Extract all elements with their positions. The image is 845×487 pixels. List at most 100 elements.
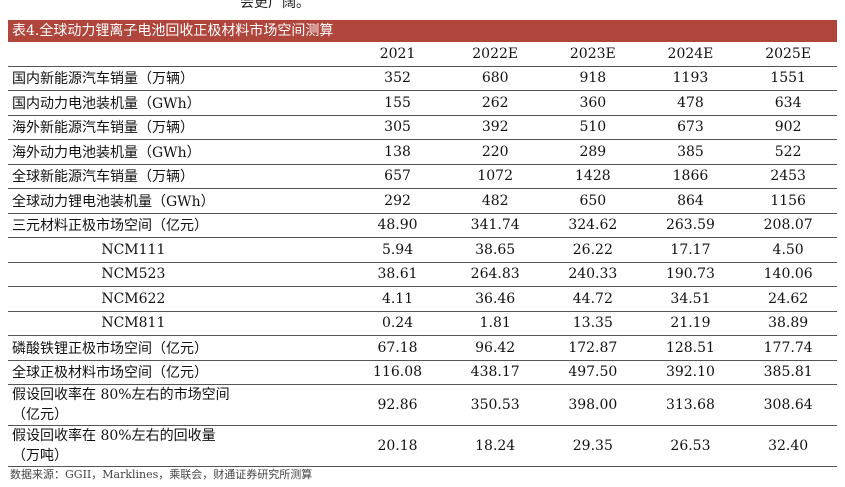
- row-label: NCM111: [8, 237, 349, 263]
- table-cell: 673: [641, 115, 740, 140]
- table-cell: 21.19: [641, 311, 740, 336]
- table-row: 国内动力电池装机量（GWh） 155 262 360 478 634: [8, 90, 837, 116]
- table-cell: 1193: [641, 66, 740, 91]
- table-cell: 116.08: [348, 360, 447, 385]
- table-cell: 26.53: [641, 425, 740, 467]
- table-cell: 1.81: [446, 311, 544, 336]
- row-label: 国内新能源汽车销量（万辆）: [8, 66, 349, 91]
- table-cell: 497.50: [544, 360, 642, 385]
- table-cell: 650: [544, 188, 642, 214]
- header-cell-2022e: 2022E: [446, 42, 544, 67]
- table-cell: 4.50: [739, 237, 837, 263]
- table-cell: 634: [739, 90, 837, 116]
- table-cell: 18.24: [446, 425, 544, 467]
- table-cell: 510: [544, 115, 642, 140]
- table-cell: 26.22: [544, 237, 642, 263]
- table-cell: 289: [544, 139, 642, 165]
- table-cell: 438.17: [446, 360, 544, 385]
- table-cell: 20.18: [348, 425, 447, 467]
- table-title: 表4.全球动力锂离子电池回收正极材料市场空间测算: [8, 20, 837, 42]
- table-cell: 38.61: [348, 262, 447, 287]
- market-space-table: 2021 2022E 2023E 2024E 2025E 国内新能源汽车销量（万…: [8, 42, 837, 467]
- row-label-line2: （亿元）: [12, 407, 68, 423]
- row-label: NCM622: [8, 286, 349, 312]
- table-row: 海外新能源汽车销量（万辆） 305 392 510 673 902: [8, 115, 837, 140]
- table-cell: 313.68: [641, 384, 740, 426]
- table-cell: 190.73: [641, 262, 740, 287]
- table-row: 三元材料正极市场空间（亿元） 48.90 341.74 324.62 263.5…: [8, 213, 837, 238]
- table-cell: 0.24: [348, 311, 447, 336]
- row-label: 全球动力锂电池装机量（GWh）: [8, 188, 349, 214]
- table-cell: 5.94: [348, 237, 447, 263]
- row-label: NCM811: [8, 311, 349, 336]
- table-cell: 92.86: [348, 384, 447, 426]
- table-row: 国内新能源汽车销量（万辆） 352 680 918 1193 1551: [8, 66, 837, 91]
- table-cell: 177.74: [739, 335, 837, 361]
- row-label: 海外新能源汽车销量（万辆）: [8, 115, 349, 140]
- table-cell: 240.33: [544, 262, 642, 287]
- table-row: NCM622 4.11 36.46 44.72 34.51 24.62: [8, 286, 837, 312]
- table-cell: 341.74: [446, 213, 544, 238]
- table-cell: 2453: [739, 164, 837, 189]
- table-cell: 398.00: [544, 384, 642, 426]
- table-cell: 264.83: [446, 262, 544, 287]
- source-note: 数据来源：GGII，Marklines，乘联会，财通证券研究所测算: [10, 468, 313, 481]
- table-cell: 17.17: [641, 237, 740, 263]
- table-cell: 38.89: [739, 311, 837, 336]
- table-cell: 1866: [641, 164, 740, 189]
- table-cell: 128.51: [641, 335, 740, 361]
- table-row: 假设回收率在 80%左右的回收量 （万吨） 20.18 18.24 29.35 2…: [8, 425, 837, 467]
- row-label: 国内动力电池装机量（GWh）: [8, 90, 349, 116]
- table-cell: 208.07: [739, 213, 837, 238]
- table-cell: 350.53: [446, 384, 544, 426]
- table-cell: 220: [446, 139, 544, 165]
- table-row: NCM811 0.24 1.81 13.35 21.19 38.89: [8, 311, 837, 336]
- row-label: 磷酸铁锂正极市场空间（亿元）: [8, 335, 349, 361]
- table-cell: 385.81: [739, 360, 837, 385]
- header-cell-2025e: 2025E: [739, 42, 837, 67]
- table-cell: 1551: [739, 66, 837, 91]
- row-label: 海外动力电池装机量（GWh）: [8, 139, 349, 165]
- table-cell: 292: [348, 188, 447, 214]
- row-label: 全球新能源汽车销量（万辆）: [8, 164, 349, 189]
- table-cell: 385: [641, 139, 740, 165]
- table-row: 磷酸铁锂正极市场空间（亿元） 67.18 96.42 172.87 128.51…: [8, 335, 837, 361]
- preceding-text-fragment: 会更广阔。: [240, 0, 310, 11]
- header-row: 2021 2022E 2023E 2024E 2025E: [8, 42, 837, 67]
- table-cell: 32.40: [739, 425, 837, 467]
- row-label-line2: （万吨）: [12, 448, 68, 464]
- row-label: 三元材料正极市场空间（亿元）: [8, 213, 349, 238]
- header-cell-2021: 2021: [348, 42, 447, 67]
- table-cell: 38.65: [446, 237, 544, 263]
- table-cell: 360: [544, 90, 642, 116]
- table-cell: 864: [641, 188, 740, 214]
- table-cell: 4.11: [348, 286, 447, 312]
- table-cell: 902: [739, 115, 837, 140]
- table-cell: 392: [446, 115, 544, 140]
- table-cell: 657: [348, 164, 447, 189]
- table-cell: 482: [446, 188, 544, 214]
- table-cell: 308.64: [739, 384, 837, 426]
- table-row: 全球动力锂电池装机量（GWh） 292 482 650 864 1156: [8, 188, 837, 214]
- table-row: 全球新能源汽车销量（万辆） 657 1072 1428 1866 2453: [8, 164, 837, 189]
- table-cell: 96.42: [446, 335, 544, 361]
- table-row: 海外动力电池装机量（GWh） 138 220 289 385 522: [8, 139, 837, 165]
- table-cell: 324.62: [544, 213, 642, 238]
- row-label-line1: 假设回收率在 80%左右的市场空间: [12, 387, 230, 403]
- table-cell: 1428: [544, 164, 642, 189]
- table-cell: 29.35: [544, 425, 642, 467]
- table-row: 假设回收率在 80%左右的市场空间 （亿元） 92.86 350.53 398.0…: [8, 384, 837, 426]
- header-cell-label: [8, 42, 349, 67]
- row-label: 假设回收率在 80%左右的回收量 （万吨）: [8, 425, 349, 467]
- table-cell: 1072: [446, 164, 544, 189]
- table-row: NCM523 38.61 264.83 240.33 190.73 140.06: [8, 262, 837, 287]
- row-label: 假设回收率在 80%左右的市场空间 （亿元）: [8, 384, 349, 426]
- table-cell: 155: [348, 90, 447, 116]
- table-cell: 34.51: [641, 286, 740, 312]
- table-cell: 44.72: [544, 286, 642, 312]
- table-cell: 1156: [739, 188, 837, 214]
- table-row: 全球正极材料市场空间（亿元） 116.08 438.17 497.50 392.…: [8, 360, 837, 385]
- table-cell: 48.90: [348, 213, 447, 238]
- table-cell: 67.18: [348, 335, 447, 361]
- table-cell: 522: [739, 139, 837, 165]
